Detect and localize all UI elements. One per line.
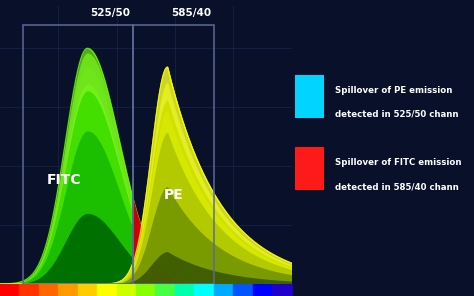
FancyBboxPatch shape: [295, 75, 324, 118]
Text: detected in 525/50 chann: detected in 525/50 chann: [335, 110, 459, 119]
Text: FITC: FITC: [47, 173, 82, 187]
Text: Spillover of FITC emission: Spillover of FITC emission: [335, 158, 462, 168]
Text: 585/40: 585/40: [171, 8, 211, 18]
Text: Spillover of PE emission: Spillover of PE emission: [335, 86, 453, 95]
Text: PE: PE: [164, 188, 183, 202]
FancyBboxPatch shape: [295, 147, 324, 190]
Text: 525/50: 525/50: [90, 8, 130, 18]
Text: detected in 585/40 chann: detected in 585/40 chann: [335, 182, 459, 191]
